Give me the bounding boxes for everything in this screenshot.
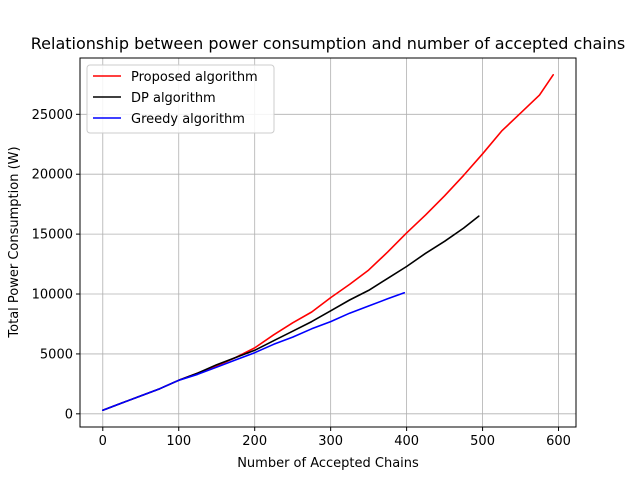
y-axis-label: Total Power Consumption (W)	[7, 146, 22, 338]
x-tick-label: 300	[318, 434, 343, 449]
y-tick-label: 15000	[32, 228, 73, 243]
x-tick-label: 0	[99, 434, 107, 449]
y-tick-label: 0	[65, 407, 73, 422]
y-tick-label: 20000	[32, 168, 73, 183]
series-line-2	[102, 291, 406, 412]
legend-label-0: Proposed algorithm	[131, 70, 258, 85]
x-axis-label: Number of Accepted Chains	[237, 456, 419, 471]
legend: Proposed algorithm DP algorithm Greedy alg…	[86, 64, 275, 134]
x-tick-label: 600	[546, 434, 571, 449]
x-tick-label: 200	[242, 434, 267, 449]
legend-label-2: Greedy algorithm	[131, 112, 245, 127]
y-tick-label: 10000	[32, 288, 73, 303]
y-tick-label: 5000	[40, 347, 73, 362]
plot-frame	[79, 57, 577, 428]
y-tick-label: 25000	[32, 108, 73, 123]
x-tick-label: 500	[470, 434, 495, 449]
x-tick-label: 100	[166, 434, 191, 449]
legend-box	[86, 64, 275, 134]
chart-title: Relationship between power consumption a…	[31, 34, 625, 53]
x-tick-label: 400	[394, 434, 419, 449]
series-lines	[102, 74, 555, 412]
axis-ticks: 0 100 200 300 400 500 600 0 5000 10000 15000 20000 2…	[32, 108, 571, 449]
legend-label-1: DP algorithm	[131, 91, 216, 106]
